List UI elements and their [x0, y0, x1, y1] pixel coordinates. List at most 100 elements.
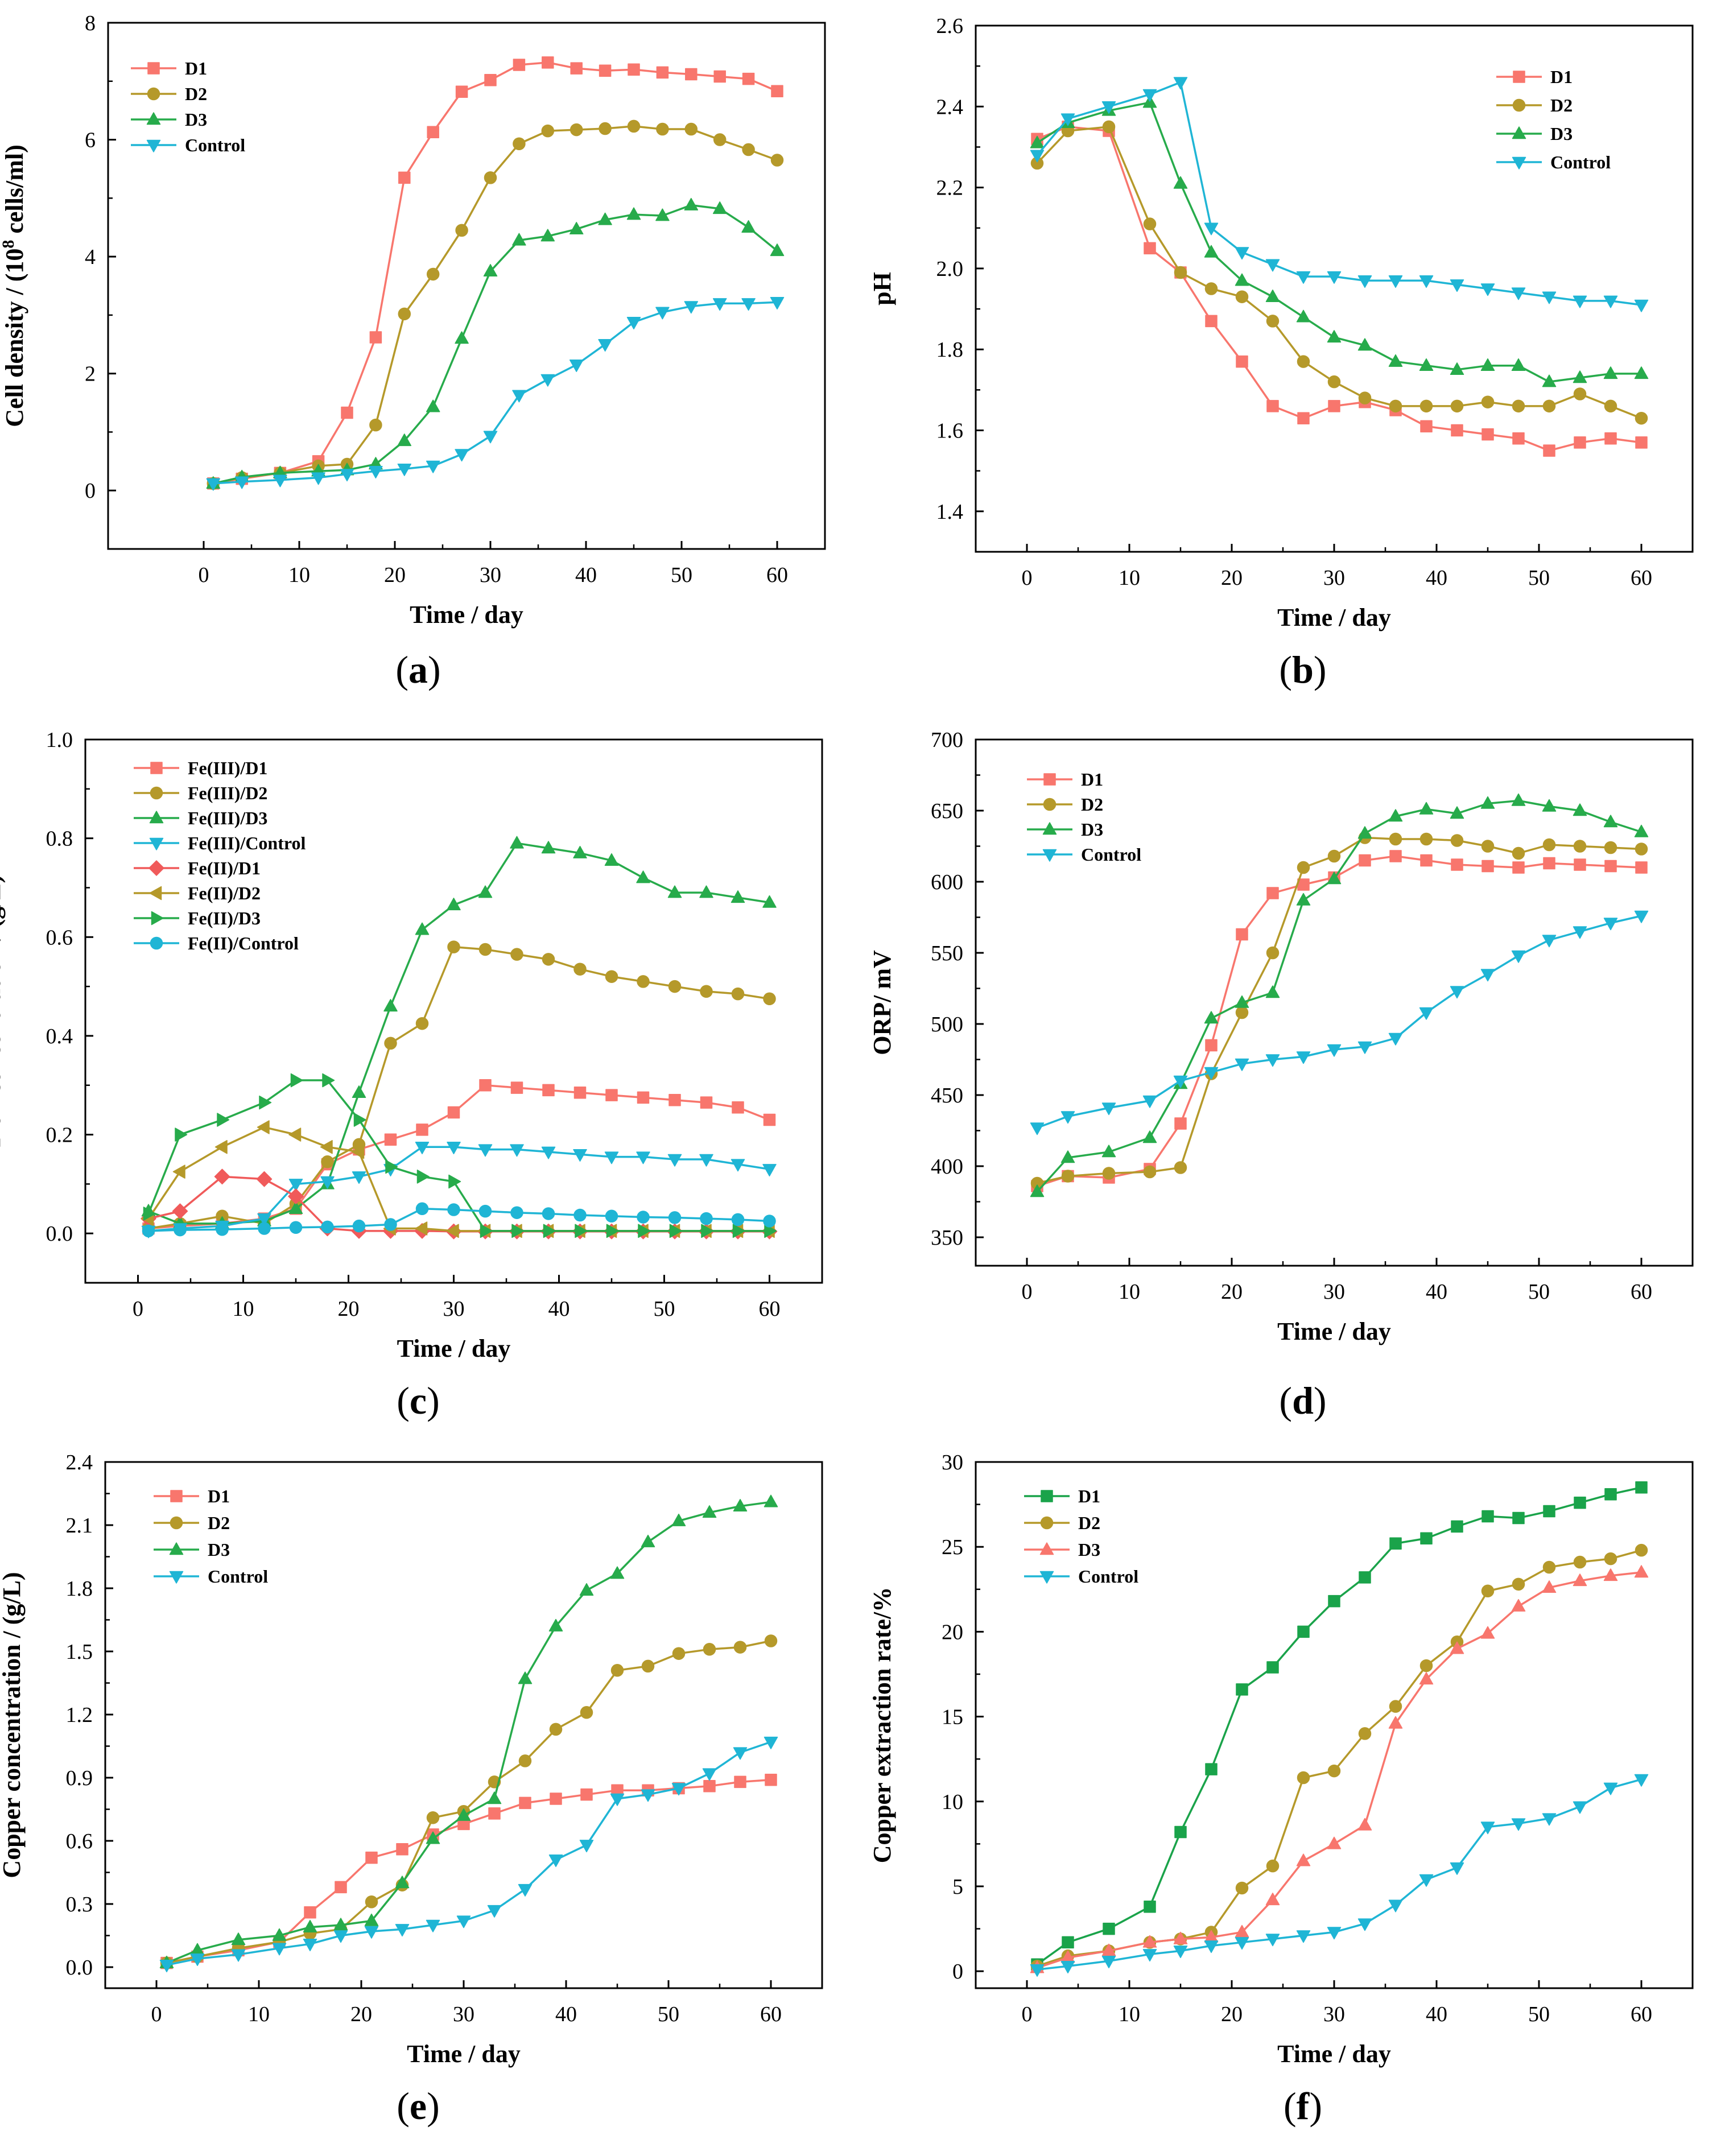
data-point — [415, 1202, 429, 1216]
data-point — [573, 1087, 587, 1099]
data-point — [637, 1211, 650, 1224]
data-point — [272, 1928, 287, 1941]
data-point — [1204, 1067, 1219, 1080]
data-point — [1634, 1565, 1649, 1578]
data-point — [702, 1768, 717, 1781]
x-tick-label: 10 — [288, 563, 310, 587]
legend-label: Control — [208, 1566, 268, 1587]
x-tick-label: 20 — [1221, 1280, 1243, 1304]
legend-label: Control — [1550, 152, 1611, 172]
data-point — [1604, 860, 1617, 873]
data-point — [352, 1219, 366, 1233]
y-tick-label: 30 — [942, 1451, 963, 1474]
series-line — [148, 1146, 770, 1232]
data-point — [1604, 399, 1617, 413]
y-tick-label: 1.0 — [46, 728, 73, 752]
data-point — [1604, 1488, 1617, 1501]
legend-marker — [169, 1571, 184, 1584]
legend-label: Fe(II)/D3 — [188, 908, 261, 928]
data-point — [143, 1207, 156, 1221]
data-point — [541, 841, 556, 854]
panel-label-close: ) — [427, 2084, 440, 2128]
data-point — [1235, 290, 1249, 303]
legend-label: Fe(III)/D2 — [188, 783, 267, 803]
data-point — [1205, 1039, 1218, 1052]
data-point — [484, 73, 497, 86]
x-axis-label: Time / day — [1277, 1317, 1391, 1345]
data-point — [1512, 432, 1525, 445]
data-point — [416, 1170, 430, 1184]
data-point — [369, 466, 383, 479]
series-line — [166, 1741, 771, 1967]
data-point — [478, 1144, 493, 1157]
data-point — [701, 1224, 714, 1238]
data-point — [656, 66, 669, 79]
data-point — [1573, 803, 1587, 816]
legend-marker — [148, 860, 164, 876]
data-point — [288, 1201, 303, 1215]
data-point — [598, 339, 612, 352]
series-control — [1030, 77, 1649, 312]
data-point — [272, 1943, 287, 1956]
data-point — [641, 1789, 655, 1802]
legend-label: D2 — [1081, 794, 1103, 815]
data-point — [364, 1913, 379, 1926]
y-tick-label: 1.5 — [66, 1640, 93, 1664]
data-point — [1265, 1054, 1280, 1067]
x-tick-label: 60 — [760, 2002, 782, 2026]
data-point — [575, 1224, 588, 1238]
data-point — [1102, 120, 1116, 134]
data-point — [518, 1671, 533, 1684]
data-point — [320, 1176, 335, 1189]
data-point — [479, 1079, 492, 1092]
data-point — [1142, 1949, 1157, 1962]
data-point — [1173, 1946, 1188, 1959]
data-point — [671, 1783, 686, 1796]
data-point — [764, 1634, 778, 1647]
data-point — [1357, 338, 1372, 351]
data-point — [1635, 861, 1648, 874]
x-tick-label: 40 — [555, 2002, 577, 2026]
data-point — [599, 64, 612, 77]
y-tick-label: 2.2 — [936, 176, 964, 200]
panel-label-letter: d — [1292, 1379, 1314, 1422]
data-point — [763, 992, 776, 1006]
data-point — [1419, 275, 1434, 288]
data-point — [1327, 271, 1342, 284]
data-point — [333, 1930, 348, 1943]
data-point — [628, 63, 640, 76]
data-point — [1327, 872, 1342, 885]
data-point — [288, 1179, 303, 1192]
data-point — [456, 1808, 471, 1821]
y-axis-label: Cell density / (108 cells/ml) — [0, 144, 28, 427]
data-point — [1266, 315, 1280, 328]
data-point — [510, 1081, 523, 1094]
data-point — [234, 476, 249, 489]
panel-label-close: ) — [1314, 648, 1327, 691]
data-point — [770, 243, 785, 257]
data-point — [626, 207, 641, 220]
data-point — [1389, 1700, 1402, 1713]
data-point — [1205, 315, 1218, 328]
data-point — [478, 943, 492, 956]
data-point — [258, 1222, 271, 1235]
legend-marker — [170, 1516, 183, 1530]
data-point — [1481, 840, 1495, 853]
data-point — [398, 171, 411, 184]
data-point — [426, 1831, 440, 1844]
x-tick-label: 40 — [548, 1297, 570, 1321]
data-point — [1235, 1058, 1249, 1071]
legend-label: D1 — [185, 58, 207, 79]
data-point — [1297, 878, 1310, 891]
data-point — [1235, 1937, 1249, 1950]
data-point — [480, 1224, 493, 1238]
data-point — [484, 171, 497, 184]
data-point — [1358, 1727, 1372, 1740]
data-point — [579, 1840, 594, 1853]
data-point — [1450, 986, 1464, 999]
data-point — [1573, 370, 1587, 383]
data-point — [542, 1084, 555, 1097]
chart-panel-b: 0 10 20 30 40 50 60 1.4 1.6 1.8 2.0 2.2 2.4 2.6 Time /… — [868, 14, 1694, 691]
data-point — [510, 836, 524, 849]
data-point — [1543, 1505, 1555, 1518]
